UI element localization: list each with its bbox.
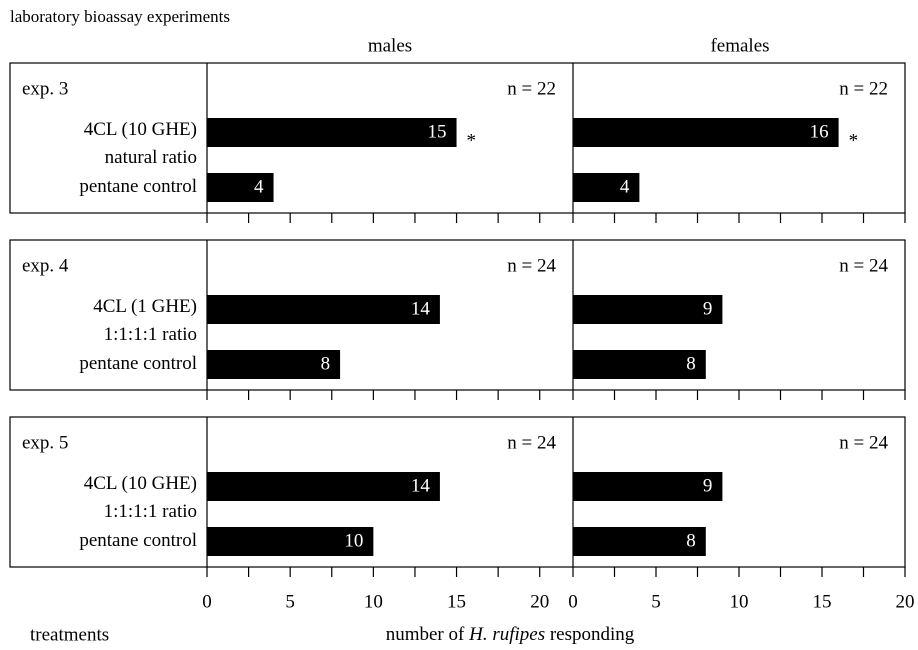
x-tick-label: 10: [730, 591, 749, 612]
x-tick-label: 5: [651, 591, 661, 612]
significance-mark: *: [849, 130, 859, 151]
x-tick-label: 10: [364, 591, 383, 612]
bar: [207, 118, 457, 147]
bar-value-label: 8: [321, 353, 331, 374]
bar: [573, 295, 723, 324]
bar-value-label: 10: [344, 530, 363, 551]
experiment-label: exp. 5: [22, 432, 68, 453]
bar-value-label: 16: [810, 121, 829, 142]
bar: [573, 527, 706, 556]
x-axis-title-part: number of: [386, 624, 469, 645]
x-axis-title-part: responding: [545, 624, 635, 645]
x-axis-title-part: H. rufipes: [468, 624, 545, 645]
category-label: pentane control: [79, 353, 197, 374]
x-tick-label: 15: [813, 591, 832, 612]
sample-size: n = 22: [507, 78, 556, 99]
bar-value-label: 15: [428, 121, 447, 142]
sample-size: n = 24: [839, 255, 888, 276]
bar-value-label: 4: [620, 176, 630, 197]
experiment-label: exp. 4: [22, 255, 69, 276]
bar: [207, 295, 440, 324]
x-axis-title: number of H. rufipes responding: [386, 624, 635, 645]
bar-value-label: 9: [703, 298, 713, 319]
bar: [573, 173, 640, 202]
bar-value-label: 14: [411, 475, 431, 496]
bar: [207, 472, 440, 501]
x-tick-label: 5: [285, 591, 295, 612]
panel-frame: [9, 239, 906, 391]
sample-size: n = 24: [839, 432, 888, 453]
bar: [207, 527, 374, 556]
x-tick-label: 0: [202, 591, 212, 612]
bar: [207, 173, 274, 202]
category-label: pentane control: [79, 176, 197, 197]
bar-value-label: 14: [411, 298, 431, 319]
bar-value-label: 8: [686, 530, 696, 551]
significance-mark: *: [467, 130, 477, 151]
category-label: 4CL (10 GHE) 1:1:1:1 ratio: [83, 473, 197, 522]
bar: [573, 118, 839, 147]
bar-value-label: 8: [686, 353, 696, 374]
sample-size: n = 24: [507, 255, 556, 276]
x-tick-label: 20: [530, 591, 549, 612]
y-axis-title: treatments: [30, 624, 109, 645]
figure-title: laboratory bioassay experiments: [10, 7, 230, 26]
x-tick-label: 20: [896, 591, 915, 612]
bar: [573, 472, 723, 501]
x-tick-label: 15: [447, 591, 466, 612]
bar: [573, 350, 706, 379]
panel-frame: [9, 416, 906, 568]
column-title: females: [710, 35, 769, 56]
column-title: males: [368, 35, 412, 56]
bar-value-label: 4: [254, 176, 264, 197]
bar-value-label: 9: [703, 475, 713, 496]
x-tick-label: 0: [568, 591, 578, 612]
category-label: 4CL (10 GHE) natural ratio: [83, 119, 197, 168]
sample-size: n = 22: [839, 78, 888, 99]
bar: [207, 350, 341, 379]
category-label: 4CL (1 GHE) 1:1:1:1 ratio: [93, 296, 197, 345]
panel-frame: [9, 62, 906, 214]
category-label: pentane control: [79, 530, 197, 551]
sample-size: n = 24: [507, 432, 556, 453]
experiment-label: exp. 3: [22, 78, 68, 99]
